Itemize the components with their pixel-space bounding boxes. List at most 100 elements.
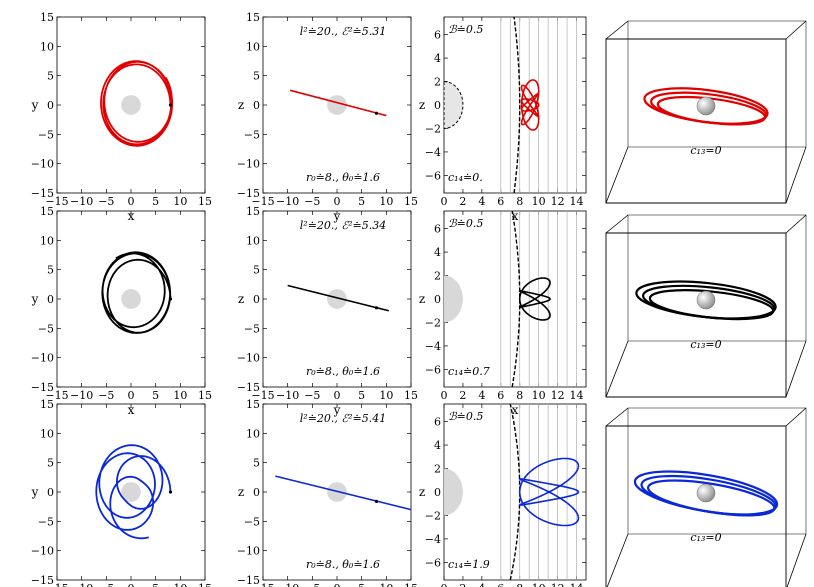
xy-r0-ytick-label: 10 xyxy=(40,40,54,53)
xy-r0-ytick-label: −15 xyxy=(31,187,54,200)
yz-r0-ytick-label: 10 xyxy=(246,40,260,53)
xy-r2-xtick-label: 10 xyxy=(173,582,187,587)
xz-r0-xtick-label: 8 xyxy=(516,195,523,208)
yz-r2-annotation-bottom: r₀≐8., θ₀≐1.6 xyxy=(306,558,380,571)
3d-r1-label-c13: c₁₃=0 xyxy=(690,338,721,351)
xz-r1-xlabel: x xyxy=(512,403,519,417)
yz-r1-xtick-label: 10 xyxy=(379,389,393,402)
yz-r2-ytick-label: 10 xyxy=(246,427,260,440)
xz-r0-ytick-label: 6 xyxy=(434,29,441,42)
yz-r0-annotation-bottom: r₀≐8., θ₀≐1.6 xyxy=(306,171,380,184)
xy-r2-black-hole-disk xyxy=(121,482,141,502)
xz-r0-xlabel: x xyxy=(512,209,519,223)
xy-r0-ytick-label: 0 xyxy=(47,99,54,112)
xy-r1-xtick-label: 5 xyxy=(152,389,159,402)
xz-r0-ytick-label: −6 xyxy=(425,169,441,182)
xy-r2-ytick-label: −15 xyxy=(31,574,54,587)
3d-r1-box-edge xyxy=(785,340,807,398)
xy-r1-ytick-label: 15 xyxy=(40,205,54,218)
xy-r2-ytick-label: −5 xyxy=(38,515,54,528)
yz-r0-ytick-label: 0 xyxy=(253,99,260,112)
yz-r1-ylabel: z xyxy=(238,292,244,306)
xz-r1-xtick-label: 4 xyxy=(478,389,485,402)
xz-r1-ytick-label: 4 xyxy=(434,246,441,259)
xz-r1-ytick-label: 0 xyxy=(434,293,441,306)
yz-r1-ytick-label: 10 xyxy=(246,234,260,247)
yz-r0-ytick-label: 15 xyxy=(246,11,260,24)
yz-r0-xtick-label: 5 xyxy=(358,195,365,208)
yz-r0-xtick-label: −5 xyxy=(304,195,320,208)
yz-r1-ytick-label: 0 xyxy=(253,293,260,306)
xz-r2-black-hole xyxy=(444,468,463,516)
xy-r1-ytick-label: 10 xyxy=(40,234,54,247)
xy-r0-xtick-label: 10 xyxy=(173,195,187,208)
xz-r2-boundary xyxy=(509,403,521,581)
xz-r2-xtick-label: 0 xyxy=(441,582,448,587)
yz-r1-xtick-label: 5 xyxy=(358,389,365,402)
xz-r2-label-B: ℬ≐0.5 xyxy=(448,410,483,423)
xy-r2-start-marker xyxy=(168,490,173,494)
xy-r0-ytick-label: −10 xyxy=(31,158,54,171)
yz-r0-orbit-projection xyxy=(289,89,387,117)
3d-r2-box-edge xyxy=(786,533,807,587)
3d-r2-orbit-ring xyxy=(647,479,776,517)
yz-r2-ytick-label: 5 xyxy=(253,457,260,470)
xy-r1-xtick-label: −10 xyxy=(70,389,93,402)
yz-r0-xtick-label: 15 xyxy=(404,195,418,208)
yz-r2-xtick-label: −15 xyxy=(251,582,274,587)
xy-r1-ytick-label: −10 xyxy=(31,352,54,365)
3d-r2-box-back xyxy=(627,407,807,535)
yz-r2-start-marker xyxy=(374,499,379,503)
3d-r0-black-hole-sphere xyxy=(696,96,716,116)
yz-r1-xtick-label: 0 xyxy=(334,389,341,402)
yz-r2-xtick-label: 0 xyxy=(334,582,341,587)
yz-r1-annotation-bottom: r₀≐8., θ₀≐1.6 xyxy=(306,365,380,378)
xz-r0-ytick-label: −2 xyxy=(425,122,441,135)
yz-r0-xlabel: y xyxy=(333,209,341,223)
yz-r1-orbit-projection xyxy=(287,284,389,312)
xy-r1-ytick-label: −5 xyxy=(38,322,54,335)
xz-r1-xtick-label: 0 xyxy=(441,389,448,402)
yz-r2-ytick-label: −15 xyxy=(237,574,260,587)
yz-r0-start-marker xyxy=(374,111,379,115)
yz-r2-ytick-label: 0 xyxy=(253,486,260,499)
xz-r2-ytick-label: 2 xyxy=(434,463,441,476)
xy-r2-ytick-label: 5 xyxy=(47,457,54,470)
yz-r2-xtick-label: 15 xyxy=(404,582,418,587)
3d-r2-box-front xyxy=(605,425,787,587)
xz-r0-ytick-label: 2 xyxy=(434,76,441,89)
xy-r0-xtick-label: 15 xyxy=(198,195,212,208)
xz-r0-xtick-label: 14 xyxy=(570,195,584,208)
xy-r1-ytick-label: −15 xyxy=(31,381,54,394)
xz-r2-xtick-label: 2 xyxy=(459,582,466,587)
yz-r0-black-hole-disk xyxy=(327,95,347,115)
xz-r1-black-hole xyxy=(444,275,463,323)
yz-r1-annotation-top: l²≐20., ℰ²≐5.34 xyxy=(300,219,386,232)
xz-r1-trajectory xyxy=(518,277,551,321)
xz-r1-frame xyxy=(443,210,587,388)
3d-r2-orbit-rings xyxy=(633,470,779,517)
xz-r1-boundary xyxy=(511,210,521,388)
yz-r0-ytick-label: −15 xyxy=(237,187,260,200)
yz-r2-xtick-label: −10 xyxy=(276,582,299,587)
xz-r2-label-c: c₁₄≐1.9 xyxy=(448,558,490,571)
xy-r1-start-marker xyxy=(168,297,173,301)
xz-r2-ylabel: z xyxy=(419,485,425,499)
xz-r1-xtick-label: 2 xyxy=(459,389,466,402)
3d-r0-box-back xyxy=(627,20,807,148)
xy-r0-xtick-label: 0 xyxy=(128,195,135,208)
3d-r0-label-c13: c₁₃=0 xyxy=(690,144,721,157)
3d-r1-orbit-rings xyxy=(635,280,777,321)
xy-r2-ytick-label: 15 xyxy=(40,398,54,411)
xz-r2-xtick-label: 14 xyxy=(570,582,584,587)
xz-r0-ylabel: z xyxy=(419,98,425,112)
yz-r1-ytick-label: −10 xyxy=(237,352,260,365)
3d-r2-label-c13: c₁₃=0 xyxy=(690,531,721,544)
xz-r0-xtick-label: 10 xyxy=(532,195,546,208)
yz-r0-xtick-label: −15 xyxy=(251,195,274,208)
